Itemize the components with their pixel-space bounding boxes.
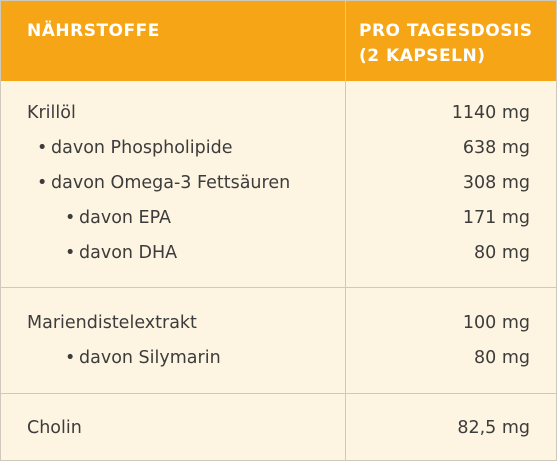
header-per-daily-dose-line2: (2 KAPSELN): [359, 46, 486, 66]
row-divider: [1, 393, 556, 394]
row-divider: [1, 287, 556, 288]
header-per-daily-dose: PRO TAGESDOSIS (2 KAPSELN): [359, 19, 549, 69]
nutrient-name: • davon Silymarin: [65, 341, 221, 376]
nutrient-name: • davon Omega-3 Fettsäuren: [37, 166, 290, 201]
table-header: NÄHRSTOFFE PRO TAGESDOSIS (2 KAPSELN): [1, 1, 556, 81]
nutrient-name: Krillöl: [27, 103, 76, 123]
table-row: • davon EPA 171 mg: [1, 201, 556, 236]
nutrient-name: • davon EPA: [65, 201, 171, 236]
bullet-icon: •: [65, 348, 76, 368]
nutrient-label: davon EPA: [79, 208, 172, 228]
table-row: • davon Omega-3 Fettsäuren 308 mg: [1, 166, 556, 201]
nutrient-value: 82,5 mg: [457, 418, 530, 438]
column-divider: [345, 1, 346, 460]
table-row: • davon Silymarin 80 mg: [1, 341, 556, 376]
nutrient-label: davon DHA: [79, 243, 178, 263]
nutrient-name: Cholin: [27, 418, 82, 438]
table-row: Mariendistelextrakt 100 mg: [1, 306, 556, 341]
bullet-icon: •: [65, 208, 76, 228]
nutrient-value: 100 mg: [462, 313, 530, 333]
bullet-icon: •: [37, 138, 48, 158]
header-nutrients: NÄHRSTOFFE: [27, 21, 160, 41]
nutrient-name: • davon Phospholipide: [37, 131, 233, 166]
table-row: Cholin 82,5 mg: [1, 411, 556, 446]
nutrient-value: 80 mg: [474, 348, 530, 368]
table-row: • davon DHA 80 mg: [1, 236, 556, 271]
nutrient-value: 308 mg: [462, 173, 530, 193]
header-per-daily-dose-line1: PRO TAGESDOSIS: [359, 21, 533, 41]
nutrient-value: 1140 mg: [451, 103, 530, 123]
nutrient-value: 80 mg: [474, 243, 530, 263]
bullet-icon: •: [65, 243, 76, 263]
bullet-icon: •: [37, 173, 48, 193]
nutrient-label: davon Phospholipide: [51, 138, 233, 158]
nutrient-value: 171 mg: [462, 208, 530, 228]
nutrient-label: davon Omega-3 Fettsäuren: [51, 173, 291, 193]
nutrient-label: davon Silymarin: [79, 348, 221, 368]
nutrient-value: 638 mg: [462, 138, 530, 158]
nutrient-name: Mariendistelextrakt: [27, 313, 197, 333]
table-row: Krillöl 1140 mg: [1, 96, 556, 131]
table-row: • davon Phospholipide 638 mg: [1, 131, 556, 166]
nutrient-name: • davon DHA: [65, 236, 177, 271]
